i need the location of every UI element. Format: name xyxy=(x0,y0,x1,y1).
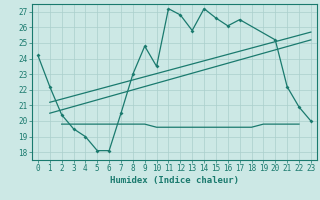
X-axis label: Humidex (Indice chaleur): Humidex (Indice chaleur) xyxy=(110,176,239,185)
